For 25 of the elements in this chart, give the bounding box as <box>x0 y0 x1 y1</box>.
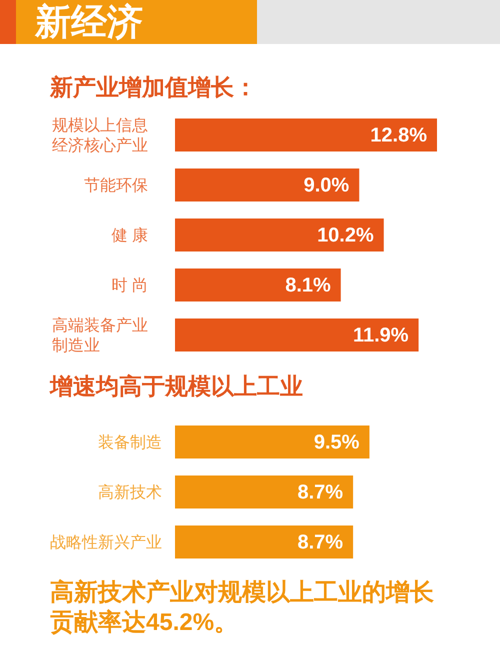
data-label: 9.0% <box>304 174 350 197</box>
data-label: 8.7% <box>297 532 344 554</box>
bar <box>175 168 360 202</box>
bar <box>175 318 419 352</box>
data-label: 9.5% <box>314 432 360 454</box>
data-label: 12.8% <box>370 124 428 147</box>
y-tick-label: 战略性新兴产业 <box>50 533 162 552</box>
y-tick-label: 时 尚 <box>112 276 148 294</box>
bar <box>175 268 341 302</box>
chart-subtitle: 新产业增加值增长： <box>50 73 257 101</box>
data-label: 8.1% <box>285 274 332 297</box>
chart-title: 增速均高于规模以上工业 <box>50 372 303 400</box>
text: 高新技术产业对规模以上工业的增长贡献率达45.2%。 <box>50 578 435 638</box>
data-label: 11.9% <box>352 324 409 347</box>
y-tick-label: 高端装备产业制造业 <box>52 316 148 354</box>
y-tick-label: 规模以上信息经济核心产业 <box>52 116 148 154</box>
y-tick-label: 健 康 <box>112 226 148 244</box>
bar <box>175 218 384 252</box>
y-tick-label: 节能环保 <box>84 176 148 194</box>
data-label: 10.2% <box>317 224 374 247</box>
y-tick-label: 高新技术 <box>98 483 162 502</box>
y-tick-label: 装备制造 <box>98 433 162 452</box>
bar <box>175 118 437 152</box>
data-label: 8.7% <box>297 482 344 504</box>
chart-title: 新经济 <box>35 0 143 44</box>
